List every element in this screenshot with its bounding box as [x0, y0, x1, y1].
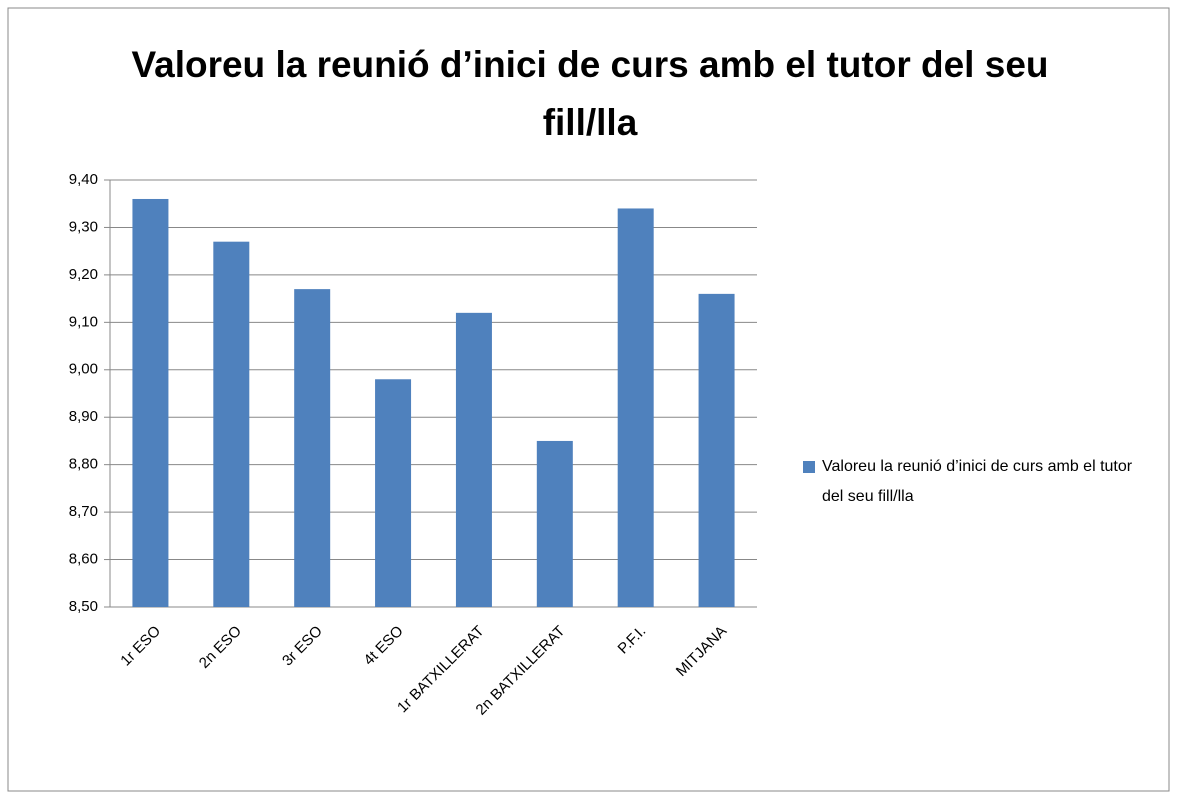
y-tick-label: 8,70: [69, 503, 98, 520]
bar: [294, 289, 331, 607]
bar: [455, 312, 492, 607]
y-tick-label: 8,50: [69, 598, 98, 615]
bar: [132, 198, 169, 607]
bar: [375, 379, 412, 607]
y-tick-label: 9,00: [69, 361, 98, 378]
legend-swatch: [803, 461, 815, 473]
y-tick-label: 8,90: [69, 408, 98, 425]
y-tick-label: 9,40: [69, 171, 98, 188]
bar: [698, 293, 735, 607]
chart-border: [7, 7, 1170, 792]
bar: [213, 241, 250, 607]
y-tick-label: 9,20: [69, 266, 98, 283]
bar: [617, 208, 654, 607]
y-tick-label: 9,10: [69, 313, 98, 330]
bar: [536, 440, 573, 607]
y-tick-label: 8,60: [69, 551, 98, 568]
y-tick-label: 9,30: [69, 218, 98, 235]
legend-label: Valoreu la reunió d’inici de curs amb el…: [822, 458, 1133, 505]
chart-title: Valoreu la reunió d’inici de curs amb el…: [131, 44, 1049, 143]
y-tick-label: 8,80: [69, 456, 98, 473]
